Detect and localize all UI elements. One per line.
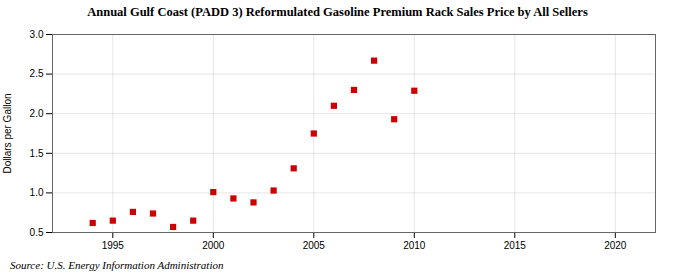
html-text:Source: U.S. Energy Informatio: Source: U.S. Energy Information Administ… xyxy=(10,259,224,271)
svg-text:Dollars per Gallon: Dollars per Gallon xyxy=(2,93,13,173)
svg-text:3.0: 3.0 xyxy=(30,29,44,40)
svg-text:1.5: 1.5 xyxy=(30,148,44,159)
html-text:Annual Gulf Coast (PADD 3) Ref: Annual Gulf Coast (PADD 3) Reformulated … xyxy=(87,5,588,19)
svg-text:1.0: 1.0 xyxy=(30,187,44,198)
svg-text:2020: 2020 xyxy=(604,240,627,251)
svg-text:1995: 1995 xyxy=(102,240,125,251)
svg-text:2.0: 2.0 xyxy=(30,108,44,119)
svg-text:2005: 2005 xyxy=(303,240,326,251)
svg-text:2000: 2000 xyxy=(202,240,225,251)
svg-text:0.5: 0.5 xyxy=(30,227,44,238)
svg-text:2015: 2015 xyxy=(504,240,527,251)
svg-text:2010: 2010 xyxy=(403,240,426,251)
svg-text:2.5: 2.5 xyxy=(30,68,44,79)
